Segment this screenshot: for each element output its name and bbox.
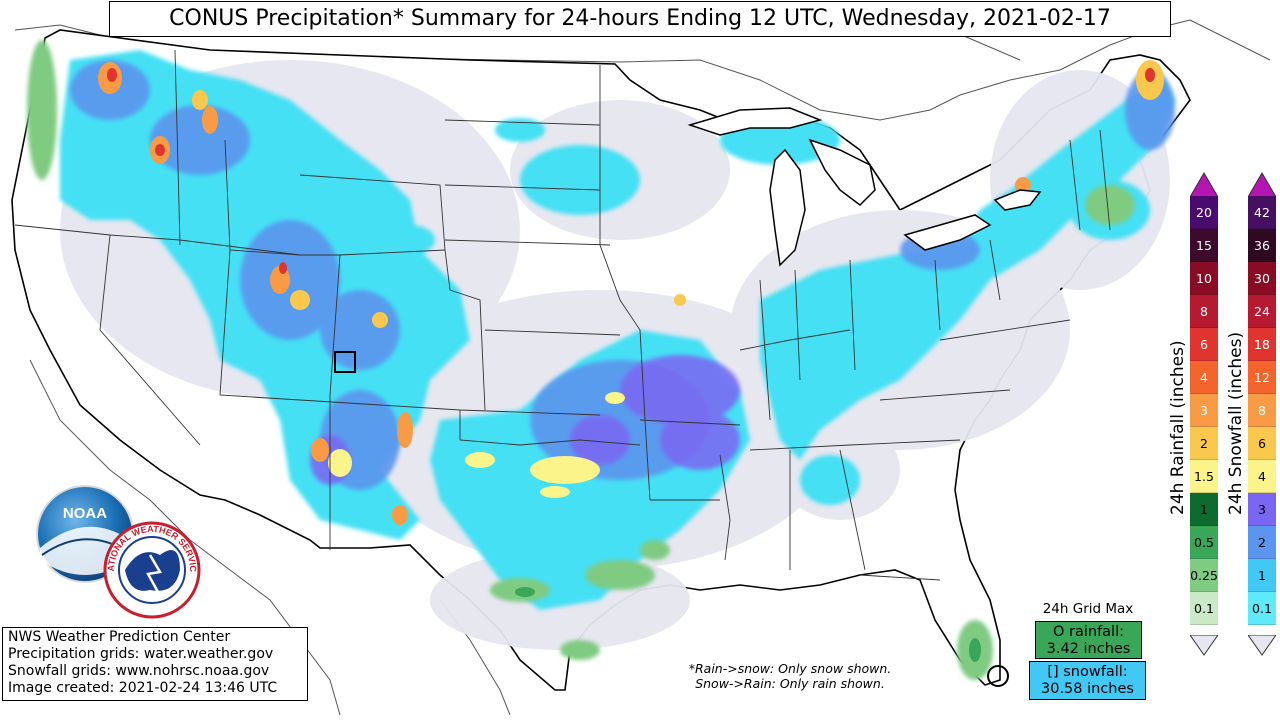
snow-legend-level: 1 <box>1248 559 1276 592</box>
snow-legend-level: 6 <box>1248 427 1276 460</box>
snow-legend-bottom-arrow <box>1248 635 1276 656</box>
rain-legend-level: 10 <box>1190 262 1218 295</box>
rain-legend-level: 3 <box>1190 394 1218 427</box>
rain-legend-top-arrow <box>1190 172 1218 198</box>
rain-legend-level: 1 <box>1190 493 1218 526</box>
max-rainfall-marker <box>987 665 1009 687</box>
credit-line: Precipitation grids: water.weather.gov <box>8 646 274 662</box>
grid-max-label: 24h Grid Max <box>1042 601 1134 617</box>
noaa-logo-text: NOAA <box>63 505 107 522</box>
rain-legend-level: 8 <box>1190 295 1218 328</box>
rain-legend-level: 0.25 <box>1190 559 1218 592</box>
snow-legend-level: 24 <box>1248 295 1276 328</box>
snow-legend-level: 8 <box>1248 394 1276 427</box>
rain-legend-level: 0.5 <box>1190 526 1218 559</box>
rain-legend-level: 1.5 <box>1190 460 1218 493</box>
credit-line: Image created: 2021-02-24 13:46 UTC <box>8 680 278 696</box>
credit-line: NWS Weather Prediction Center <box>8 629 231 645</box>
rainfall-max-box: O rainfall: 3.42 inches <box>1035 621 1142 659</box>
snowfall-max-box: [] snowfall: 30.58 inches <box>1029 661 1146 700</box>
credit-line: Snowfall grids: www.nohrsc.noaa.gov <box>8 663 270 679</box>
snow-legend-top-arrow <box>1248 172 1276 198</box>
snowfall-max-label: [] snowfall: <box>1047 664 1128 680</box>
snow-legend-level: 30 <box>1248 262 1276 295</box>
snow-legend-level: 0.1 <box>1248 592 1276 625</box>
rain-legend-bottom-arrow <box>1190 635 1218 656</box>
snow-legend-level: 2 <box>1248 526 1276 559</box>
rain-legend-level: 0.1 <box>1190 592 1218 625</box>
rain-legend-level: 15 <box>1190 229 1218 262</box>
rain-legend-level: 20 <box>1190 196 1218 229</box>
snow-legend-level: 4 <box>1248 460 1276 493</box>
precip-layer <box>27 40 1175 680</box>
rain-legend-level: 4 <box>1190 361 1218 394</box>
snow-legend-title: 24h Snowfall (inches) <box>1226 331 1246 515</box>
state-lines <box>14 49 1111 581</box>
rainfall-max-value: 3.42 inches <box>1046 641 1131 657</box>
snow-legend-level: 12 <box>1248 361 1276 394</box>
map-title: CONUS Precipitation* Summary for 24-hour… <box>109 1 1171 37</box>
rain-colorbar: 20 15 10 8 6 4 3 2 1.5 1 0.5 0.25 0.1 <box>1190 196 1218 625</box>
snow-legend-level: 18 <box>1248 328 1276 361</box>
snow-legend-level: 36 <box>1248 229 1276 262</box>
rain-legend-title: 24h Rainfall (inches) <box>1168 340 1188 515</box>
rain-legend-level: 2 <box>1190 427 1218 460</box>
credits-box: NWS Weather Prediction Center Precipitat… <box>2 627 308 701</box>
snow-legend-level: 42 <box>1248 196 1276 229</box>
precip-type-note: *Rain->snow: Only snow shown. Snow->Rain… <box>640 661 940 691</box>
rain-legend-level: 6 <box>1190 328 1218 361</box>
note-line: *Rain->snow: Only snow shown. <box>688 661 892 676</box>
note-line: Snow->Rain: Only rain shown. <box>695 676 885 691</box>
rainfall-max-label: O rainfall: <box>1052 624 1125 640</box>
snow-legend-level: 3 <box>1248 493 1276 526</box>
snowfall-max-value: 30.58 inches <box>1041 681 1134 697</box>
snow-colorbar: 42 36 30 24 18 12 8 6 4 3 2 1 0.1 <box>1248 196 1276 625</box>
max-snowfall-marker <box>334 351 356 373</box>
great-lakes <box>687 107 1042 267</box>
